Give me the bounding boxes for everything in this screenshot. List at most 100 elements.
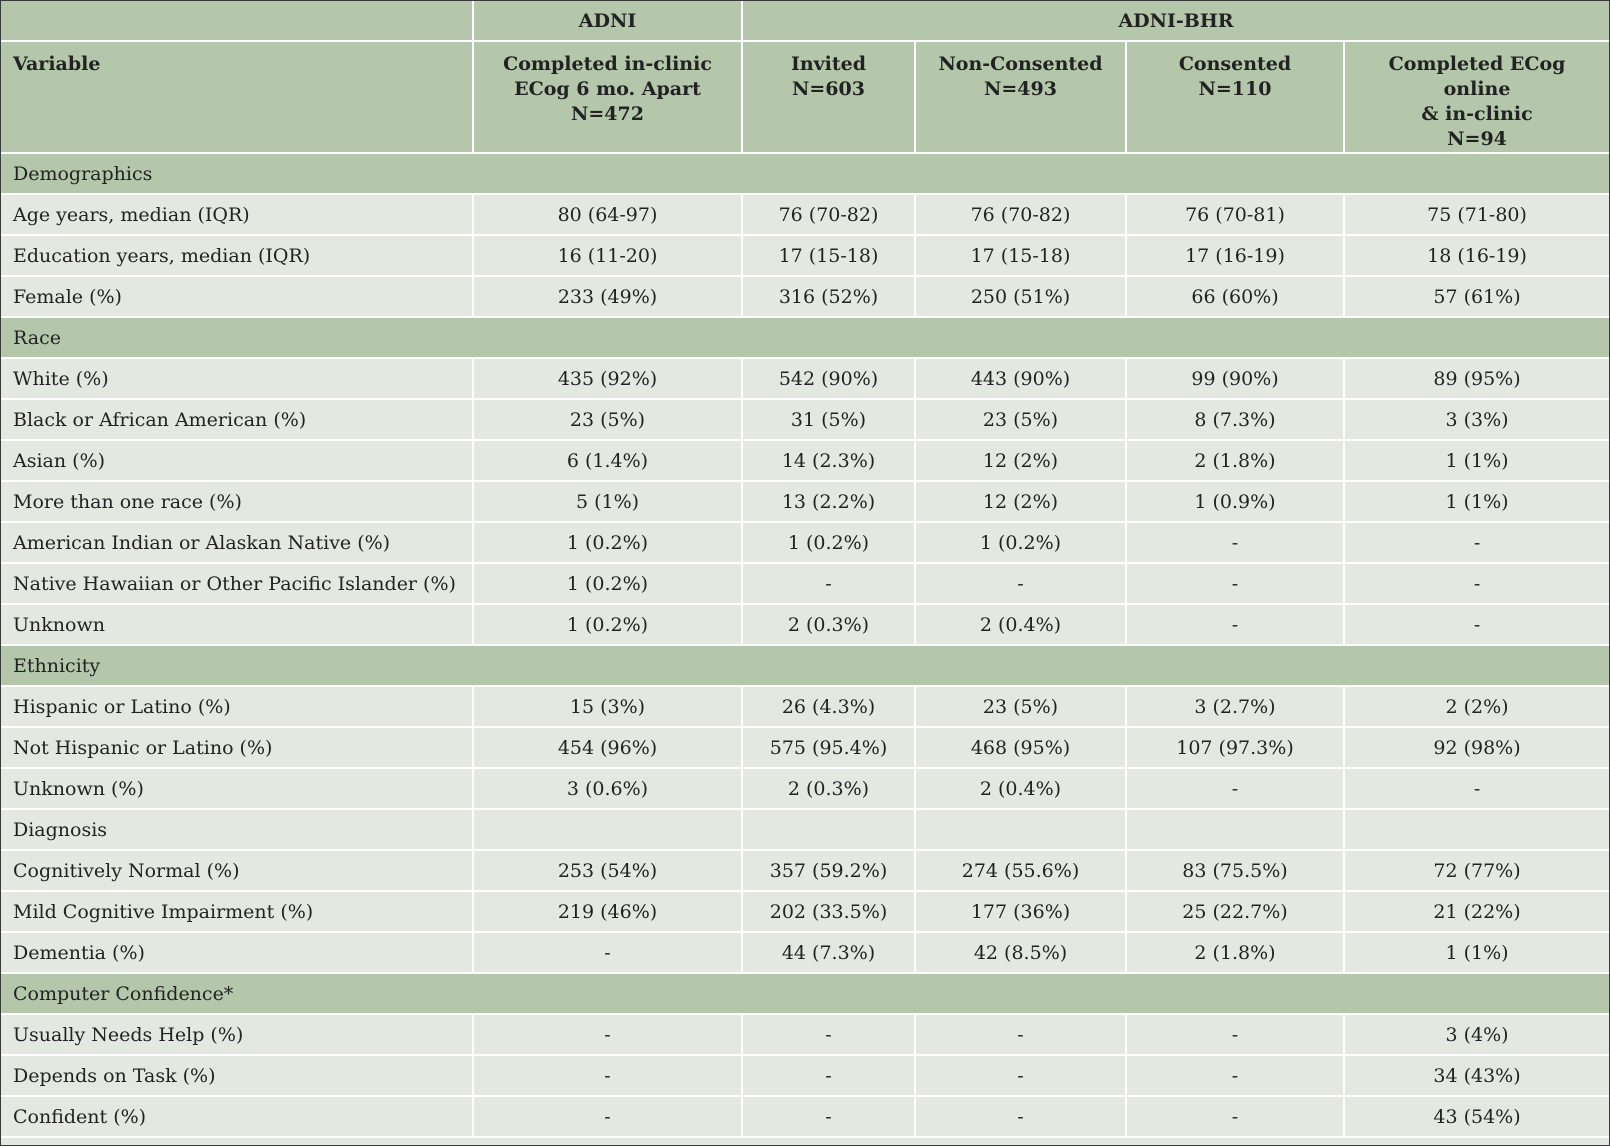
column-header-variable: Variable (1, 41, 474, 154)
table-cell: 3 (2.7%) (1126, 686, 1345, 728)
column-header-non-consented: Non-Consented N=493 (915, 41, 1127, 154)
table-cell: 72 (77%) (1344, 850, 1610, 892)
column-header-line: Invited (790, 53, 867, 75)
row-label: Usually Needs Help (%) (1, 1014, 474, 1056)
table-cell: - (473, 1014, 743, 1056)
column-header-row: Variable Completed in-clinic ECog 6 mo. … (1, 41, 1610, 154)
table-cell: 83 (75.5%) (1126, 850, 1345, 892)
table-cell: - (915, 1055, 1127, 1097)
column-header-line: N=94 (1447, 128, 1507, 150)
table-cell: 5 (1%) (473, 481, 743, 523)
row-label: Unknown (1, 604, 474, 646)
table-cell: - (742, 1014, 916, 1056)
table-row: Cognitively Normal (%) 253 (54%) 357 (59.2… (1, 850, 1610, 892)
table-cell: 99 (90%) (1126, 358, 1345, 400)
table-row: Age years, median (IQR) 80 (64-97) 76 (70-… (1, 194, 1610, 236)
table-cell: 16 (11-20) (473, 235, 743, 277)
table-body: Demographics Age years, median (IQR) 80 (6… (1, 153, 1610, 1138)
row-label: Hispanic or Latino (%) (1, 686, 474, 728)
row-label: Unknown (%) (1, 768, 474, 810)
table-cell: 31 (5%) (742, 399, 916, 441)
table-cell: - (742, 1096, 916, 1138)
table-cell: 34 (43%) (1344, 1055, 1610, 1097)
table-row: Hispanic or Latino (%) 15 (3%) 26 (4.3%) 23… (1, 686, 1610, 728)
table-cell: 23 (5%) (473, 399, 743, 441)
table-cell: 14 (2.3%) (742, 440, 916, 482)
row-label: Asian (%) (1, 440, 474, 482)
table-cell: 23 (5%) (915, 686, 1127, 728)
table-row: Not Hispanic or Latino (%) 454 (96%) 575 (… (1, 727, 1610, 769)
row-label: Not Hispanic or Latino (%) (1, 727, 474, 769)
table-cell: 1 (0.2%) (473, 604, 743, 646)
column-header-line: N=110 (1198, 78, 1272, 100)
table-cell: 57 (61%) (1344, 276, 1610, 318)
table-cell-empty (915, 809, 1127, 851)
table-cell: 21 (22%) (1344, 891, 1610, 933)
table-cell: - (1126, 522, 1345, 564)
table-cell: 92 (98%) (1344, 727, 1610, 769)
table-cell: 107 (97.3%) (1126, 727, 1345, 769)
table-cell: 2 (0.3%) (742, 604, 916, 646)
table-cell: 12 (2%) (915, 481, 1127, 523)
table-cell: 575 (95.4%) (742, 727, 916, 769)
table-cell: 2 (0.4%) (915, 604, 1127, 646)
table-cell: 357 (59.2%) (742, 850, 916, 892)
table-cell: 1 (0.9%) (1126, 481, 1345, 523)
table-cell: 8 (7.3%) (1126, 399, 1345, 441)
column-header-line: N=472 (571, 103, 644, 125)
table-row: Native Hawaiian or Other Pacific Islande… (1, 563, 1610, 605)
table-row: Usually Needs Help (%) - - - -3 (4%) (1, 1014, 1610, 1056)
table-row: American Indian or Alaskan Native (%) 1 (… (1, 522, 1610, 564)
table-cell: 435 (92%) (473, 358, 743, 400)
column-header-line: N=493 (984, 78, 1057, 100)
table-cell: 542 (90%) (742, 358, 916, 400)
table-cell: 2 (1.8%) (1126, 440, 1345, 482)
table-cell: - (1126, 1055, 1345, 1097)
table-row: Black or African American (%) 23 (5%) 31 (… (1, 399, 1610, 441)
table-cell: - (1344, 604, 1610, 646)
row-label: Depends on Task (%) (1, 1055, 474, 1097)
table-row: Unknown 1 (0.2%) 2 (0.3%) 2 (0.4%) - - (1, 604, 1610, 646)
table-cell: 15 (3%) (473, 686, 743, 728)
table-row: Dementia (%) -44 (7.3%) 42 (8.5%) 2 (1.8%) 1… (1, 932, 1610, 974)
table-cell: 17 (15-18) (915, 235, 1127, 277)
table-cell: 26 (4.3%) (742, 686, 916, 728)
group-header-adni: ADNI (473, 1, 743, 42)
table-cell: - (1344, 563, 1610, 605)
row-label: Mild Cognitive Impairment (%) (1, 891, 474, 933)
table-cell: - (1126, 1014, 1345, 1056)
column-header-line: & in-clinic (1421, 103, 1533, 125)
row-label: Black or African American (%) (1, 399, 474, 441)
table-cell: 44 (7.3%) (742, 932, 916, 974)
table-cell: 2 (0.4%) (915, 768, 1127, 810)
table-cell: - (1126, 563, 1345, 605)
row-label: Cognitively Normal (%) (1, 850, 474, 892)
column-header-adni-completed: Completed in-clinic ECog 6 mo. Apart N=4… (473, 41, 743, 154)
table-row: More than one race (%) 5 (1%) 13 (2.2%) 12 … (1, 481, 1610, 523)
table-cell: 66 (60%) (1126, 276, 1345, 318)
section-label: Computer Confidence* (1, 973, 1610, 1015)
column-header-invited: Invited N=603 (742, 41, 916, 154)
section-label: Race (1, 317, 1610, 359)
section-label: Demographics (1, 153, 1610, 195)
table-cell: 1 (0.2%) (742, 522, 916, 564)
column-header-line: Consented (1178, 53, 1292, 75)
section-row: Diagnosis (1, 809, 1610, 851)
row-label: Education years, median (IQR) (1, 235, 474, 277)
section-label: Ethnicity (1, 645, 1610, 687)
table-cell: 1 (0.2%) (473, 563, 743, 605)
table-cell: 13 (2.2%) (742, 481, 916, 523)
row-label: Female (%) (1, 276, 474, 318)
table-row: Asian (%) 6 (1.4%) 14 (2.3%) 12 (2%) 2 (1.8%… (1, 440, 1610, 482)
table-cell: - (473, 1055, 743, 1097)
column-header-consented: Consented N=110 (1126, 41, 1345, 154)
table-cell-empty (742, 809, 916, 851)
table-cell: - (915, 563, 1127, 605)
table-row: Depends on Task (%) - - - -34 (43%) (1, 1055, 1610, 1097)
column-header-line: Completed in-clinic (503, 53, 712, 75)
table-cell: - (742, 1055, 916, 1097)
table-cell: 274 (55.6%) (915, 850, 1127, 892)
table-cell-empty (1126, 809, 1345, 851)
